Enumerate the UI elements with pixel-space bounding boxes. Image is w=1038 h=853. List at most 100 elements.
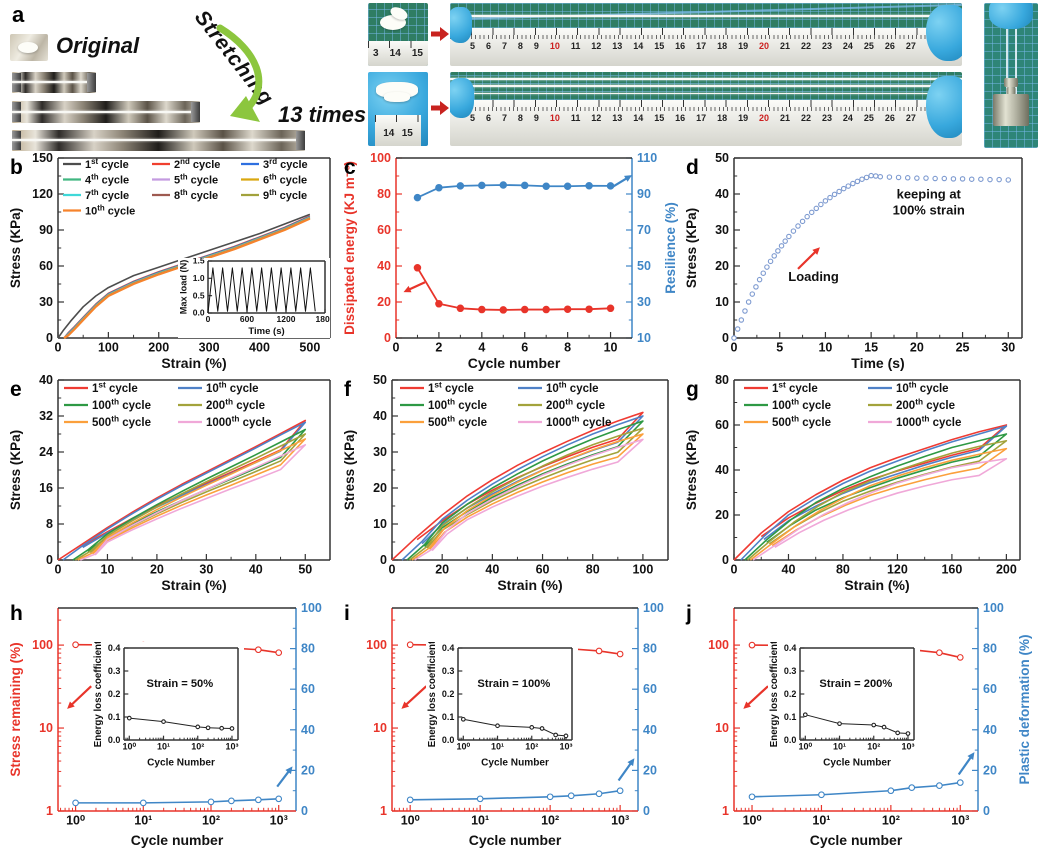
- svg-text:Stress (KPa): Stress (KPa): [8, 430, 23, 510]
- sample-blob: [384, 92, 410, 102]
- svg-text:5th cycle: 5th cycle: [174, 172, 218, 186]
- ruler-ticks: [375, 114, 421, 122]
- panel-a-label: a: [12, 2, 25, 27]
- ruler-ticks: [450, 28, 962, 36]
- ruler-number: 24: [842, 41, 853, 52]
- svg-text:1000th cycle: 1000th cycle: [546, 415, 611, 429]
- svg-text:Strain (%): Strain (%): [844, 577, 909, 593]
- chart-svg-d: 0 5 10 15 20 25 30 0 10 20 30 40 50 Stress (KPa) Time …: [684, 152, 1023, 371]
- svg-text:25: 25: [956, 341, 970, 355]
- svg-text:Cycle number: Cycle number: [468, 355, 561, 371]
- svg-text:Stress (KPa): Stress (KPa): [684, 430, 699, 510]
- svg-text:10³: 10³: [611, 814, 629, 828]
- ruler-numbers: 14 15: [375, 122, 421, 139]
- svg-text:1000th cycle: 1000th cycle: [896, 415, 961, 429]
- ruler: 3 14 15: [368, 40, 428, 66]
- svg-text:200: 200: [996, 563, 1017, 577]
- svg-text:Cycle Number: Cycle Number: [147, 758, 215, 769]
- ruler-number: 6: [485, 113, 491, 124]
- svg-text:9th cycle: 9th cycle: [263, 188, 307, 202]
- svg-text:Strain (%): Strain (%): [161, 577, 226, 593]
- svg-text:60: 60: [39, 259, 53, 273]
- svg-text:80: 80: [715, 374, 729, 387]
- svg-text:1000th cycle: 1000th cycle: [206, 415, 271, 429]
- svg-text:10: 10: [604, 341, 618, 355]
- svg-text:j: j: [685, 602, 692, 625]
- svg-text:10²: 10²: [525, 742, 538, 752]
- chart-svg-i: 10⁰ 10¹ 10² 10³ 1 10 100 0 20 40 60 80 100 Cycle numb…: [344, 601, 664, 848]
- ruler-number: 7: [501, 41, 507, 52]
- weight-hanging-photo: [984, 3, 1038, 148]
- svg-text:Energy loss coefficient: Energy loss coefficient: [427, 640, 438, 747]
- svg-text:0: 0: [722, 553, 729, 567]
- svg-text:0.5: 0.5: [193, 290, 205, 300]
- svg-text:0.2: 0.2: [442, 689, 455, 699]
- ruler-number: 20: [759, 41, 770, 52]
- svg-text:40: 40: [39, 374, 53, 387]
- ruler-number: 27: [905, 113, 916, 124]
- svg-text:600: 600: [240, 314, 254, 324]
- ruler-number: 11: [570, 41, 581, 52]
- svg-text:2nd cycle: 2nd cycle: [174, 157, 220, 171]
- svg-text:40: 40: [485, 563, 499, 577]
- ruler-number: 12: [591, 41, 602, 52]
- ruler-number: 18: [717, 113, 728, 124]
- svg-text:50: 50: [373, 374, 387, 387]
- svg-text:Strain (%): Strain (%): [497, 577, 562, 593]
- svg-text:Loading: Loading: [788, 269, 839, 284]
- svg-text:0: 0: [55, 341, 62, 355]
- svg-text:20: 20: [377, 295, 391, 309]
- svg-text:Cycle Number: Cycle Number: [823, 758, 891, 769]
- svg-text:1: 1: [722, 804, 729, 818]
- svg-text:1.0: 1.0: [193, 273, 205, 283]
- svg-text:100th cycle: 100th cycle: [92, 398, 151, 412]
- svg-text:10¹: 10¹: [471, 814, 489, 828]
- svg-text:0.0: 0.0: [108, 735, 121, 745]
- svg-text:20: 20: [910, 341, 924, 355]
- chart-svg-e: 0 10 20 30 40 50 0 8 16 24 32 40 Stress (KPa) Strain …: [8, 374, 331, 593]
- ruler-ticks: [450, 35, 962, 40]
- svg-text:10: 10: [39, 721, 53, 735]
- svg-text:8: 8: [46, 517, 53, 531]
- ruler-number: 3: [373, 47, 379, 59]
- ruler-number: 7: [501, 113, 507, 124]
- svg-text:6th cycle: 6th cycle: [263, 172, 307, 186]
- svg-text:8: 8: [564, 341, 571, 355]
- panel-h-chart: 10⁰ 10¹ 10² 10³ 1 10 100 0 20 40 60 80 100 Stress rem…: [8, 598, 340, 851]
- svg-text:40: 40: [983, 723, 997, 737]
- svg-text:80: 80: [301, 642, 315, 656]
- svg-text:keeping at: keeping at: [897, 186, 962, 201]
- svg-text:20: 20: [373, 481, 387, 495]
- svg-text:30: 30: [1001, 341, 1015, 355]
- ruler-number: 14: [633, 113, 644, 124]
- glove: [989, 3, 1033, 29]
- svg-text:50: 50: [298, 563, 312, 577]
- glove: [450, 7, 472, 43]
- ruler-number: 20: [759, 113, 770, 124]
- svg-text:60: 60: [983, 682, 997, 696]
- svg-text:1: 1: [46, 804, 53, 818]
- svg-text:0.1: 0.1: [784, 712, 797, 722]
- ruler-number: 11: [570, 113, 581, 124]
- svg-text:60: 60: [643, 682, 657, 696]
- ruler-number: 5: [470, 113, 476, 124]
- svg-text:0.2: 0.2: [108, 689, 121, 699]
- svg-text:10th cycle: 10th cycle: [85, 203, 135, 217]
- svg-text:10: 10: [637, 331, 651, 345]
- stretching-arrow-icon: [216, 24, 263, 122]
- svg-text:Stress (KPa): Stress (KPa): [342, 430, 357, 510]
- svg-text:1st cycle: 1st cycle: [428, 381, 474, 395]
- svg-text:10th cycle: 10th cycle: [896, 381, 949, 395]
- svg-text:0: 0: [731, 563, 738, 577]
- svg-text:Strain = 200%: Strain = 200%: [819, 678, 892, 690]
- svg-text:50: 50: [715, 152, 729, 165]
- svg-text:60: 60: [536, 563, 550, 577]
- svg-text:200: 200: [148, 341, 169, 355]
- svg-text:30: 30: [715, 223, 729, 237]
- svg-text:Energy loss coefficient: Energy loss coefficient: [93, 640, 104, 747]
- svg-text:10³: 10³: [951, 814, 969, 828]
- svg-text:10th cycle: 10th cycle: [546, 381, 599, 395]
- ruler-number: 12: [591, 113, 602, 124]
- svg-text:0.0: 0.0: [442, 735, 455, 745]
- svg-text:40: 40: [249, 563, 263, 577]
